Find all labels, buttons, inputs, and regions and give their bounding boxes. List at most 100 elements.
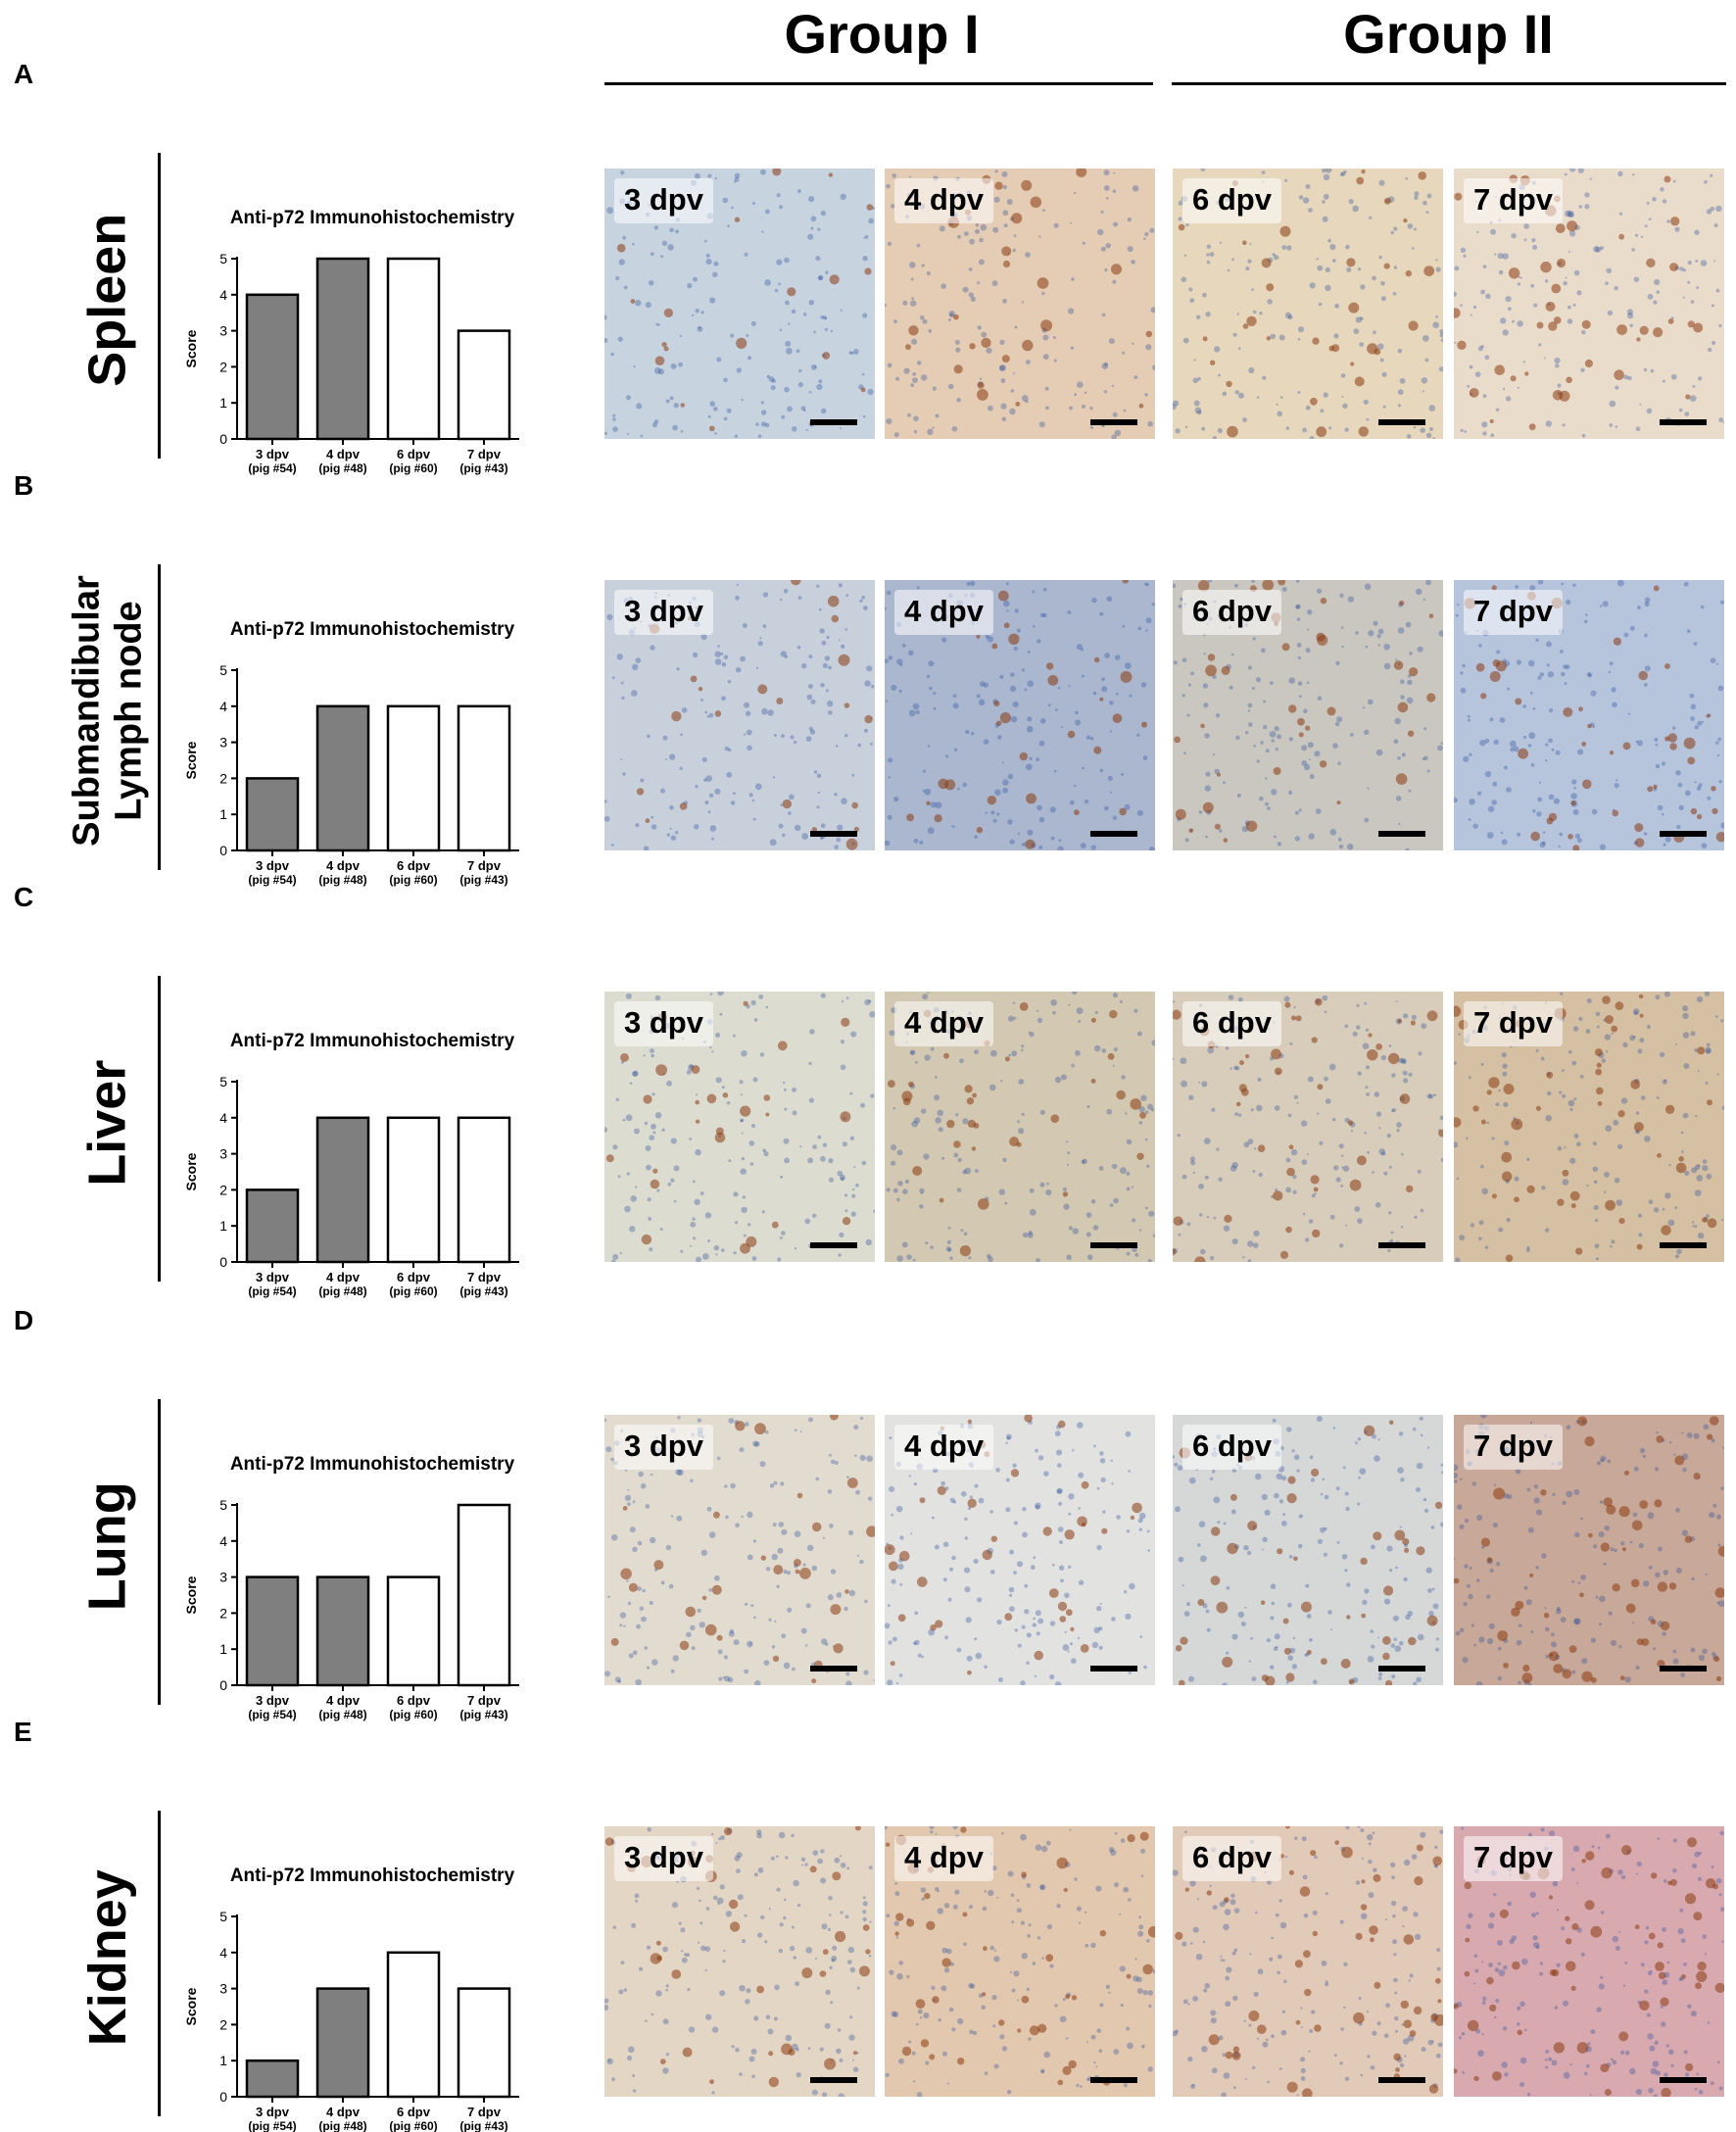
bar <box>386 704 441 852</box>
nucleus-dot <box>1203 1988 1208 1993</box>
nucleus-dot <box>757 1866 764 1873</box>
nucleus-dot <box>1690 703 1697 710</box>
nucleus-dot <box>676 1880 679 1883</box>
nucleus-dot <box>1175 2029 1179 2034</box>
stain-dot <box>1480 1119 1486 1125</box>
nucleus-dot <box>1173 400 1180 407</box>
nucleus-dot <box>1494 2015 1497 2019</box>
nucleus-dot <box>1292 1189 1297 1194</box>
nucleus-dot <box>1323 193 1329 200</box>
stain-dot <box>1065 1994 1070 2000</box>
nucleus-dot <box>1173 1057 1175 1060</box>
nucleus-dot <box>637 1586 642 1591</box>
nucleus-dot <box>1060 1578 1064 1583</box>
nucleus-dot <box>1304 763 1311 771</box>
nucleus-dot <box>1111 434 1117 439</box>
stain-dot <box>724 1827 733 1836</box>
stain-dot <box>1570 1203 1576 1209</box>
stain-dot <box>1048 1588 1059 1598</box>
x-tick-label: 4 dpv <box>326 447 361 461</box>
nucleus-dot <box>1706 1042 1711 1047</box>
nucleus-dot <box>665 758 668 761</box>
nucleus-dot <box>886 183 891 189</box>
nucleus-dot <box>1093 2060 1096 2064</box>
nucleus-dot <box>1096 1486 1100 1490</box>
nucleus-dot <box>1511 233 1517 239</box>
nucleus-dot <box>1298 808 1302 812</box>
stain-dot <box>795 1569 800 1575</box>
stain-dot <box>1433 2013 1443 2026</box>
nucleus-dot <box>610 1457 614 1462</box>
nucleus-dot <box>914 1639 920 1646</box>
nucleus-dot <box>666 1080 672 1087</box>
nucleus-dot <box>1460 428 1464 432</box>
nucleus-dot <box>1089 736 1094 741</box>
nucleus-dot <box>1223 781 1226 785</box>
nucleus-dot <box>808 1417 813 1423</box>
nucleus-dot <box>611 676 615 679</box>
nucleus-dot <box>808 726 813 731</box>
stain-dot <box>937 1485 946 1495</box>
nucleus-dot <box>1429 427 1433 431</box>
stain-dot <box>1625 1603 1636 1614</box>
nucleus-dot <box>1360 1828 1365 1833</box>
nucleus-dot <box>926 270 931 276</box>
nucleus-dot <box>1377 644 1380 647</box>
nucleus-dot <box>1059 2015 1067 2023</box>
nucleus-dot <box>793 1879 799 1887</box>
nucleus-dot <box>908 1475 911 1478</box>
nucleus-dot <box>1572 1845 1580 1853</box>
stain-dot <box>1273 1190 1283 1201</box>
nucleus-dot <box>1300 2057 1306 2062</box>
nucleus-dot <box>1567 212 1574 218</box>
nucleus-dot <box>859 1416 864 1421</box>
nucleus-dot <box>1436 1966 1441 1971</box>
nucleus-dot <box>630 1195 637 1202</box>
stain-dot <box>1590 1676 1597 1683</box>
nucleus-dot <box>1055 1449 1063 1456</box>
stain-dot <box>771 1221 779 1229</box>
nucleus-dot <box>1338 845 1344 849</box>
nucleus-dot <box>1647 2033 1654 2040</box>
nucleus-dot <box>1584 192 1590 198</box>
nucleus-dot <box>678 362 683 367</box>
nucleus-dot <box>651 1123 656 1130</box>
nucleus-dot <box>1129 1582 1135 1590</box>
nucleus-dot <box>1126 1139 1133 1145</box>
nucleus-dot <box>1226 1046 1230 1050</box>
nucleus-dot <box>1014 608 1019 613</box>
nucleus-dot <box>741 1156 746 1161</box>
nucleus-dot <box>1464 1519 1470 1524</box>
nucleus-dot <box>1687 280 1691 284</box>
nucleus-dot <box>1662 1979 1668 1986</box>
nucleus-dot <box>1075 710 1079 715</box>
nucleus-dot <box>1414 1933 1422 1940</box>
nucleus-dot <box>1364 1588 1370 1594</box>
stain-dot <box>1434 1501 1443 1510</box>
nucleus-dot <box>1335 1177 1341 1183</box>
nucleus-dot <box>1089 407 1093 411</box>
bar <box>386 1951 441 2099</box>
stain-dot <box>978 1198 989 1210</box>
nucleus-dot <box>841 644 845 649</box>
nucleus-dot <box>747 1554 753 1561</box>
nucleus-dot <box>862 1896 866 1900</box>
nucleus-dot <box>891 1144 897 1151</box>
nucleus-dot <box>892 1107 895 1110</box>
nucleus-dot <box>886 1914 891 1918</box>
stain-dot <box>801 1967 813 1979</box>
nucleus-dot <box>1556 1962 1561 1968</box>
nucleus-dot <box>752 1077 758 1083</box>
nucleus-dot <box>1026 1632 1032 1638</box>
stain-dot <box>768 2076 779 2088</box>
stain-dot <box>1310 1175 1320 1185</box>
nucleus-dot <box>1600 1975 1604 1979</box>
nucleus-dot <box>1567 1099 1575 1107</box>
nucleus-dot <box>1186 713 1190 717</box>
stain-dot <box>1356 1155 1367 1166</box>
nucleus-dot <box>1254 1473 1262 1480</box>
nucleus-dot <box>1341 1154 1344 1157</box>
nucleus-dot <box>917 1653 922 1658</box>
nucleus-dot <box>1324 1010 1327 1014</box>
nucleus-dot <box>1053 336 1056 339</box>
